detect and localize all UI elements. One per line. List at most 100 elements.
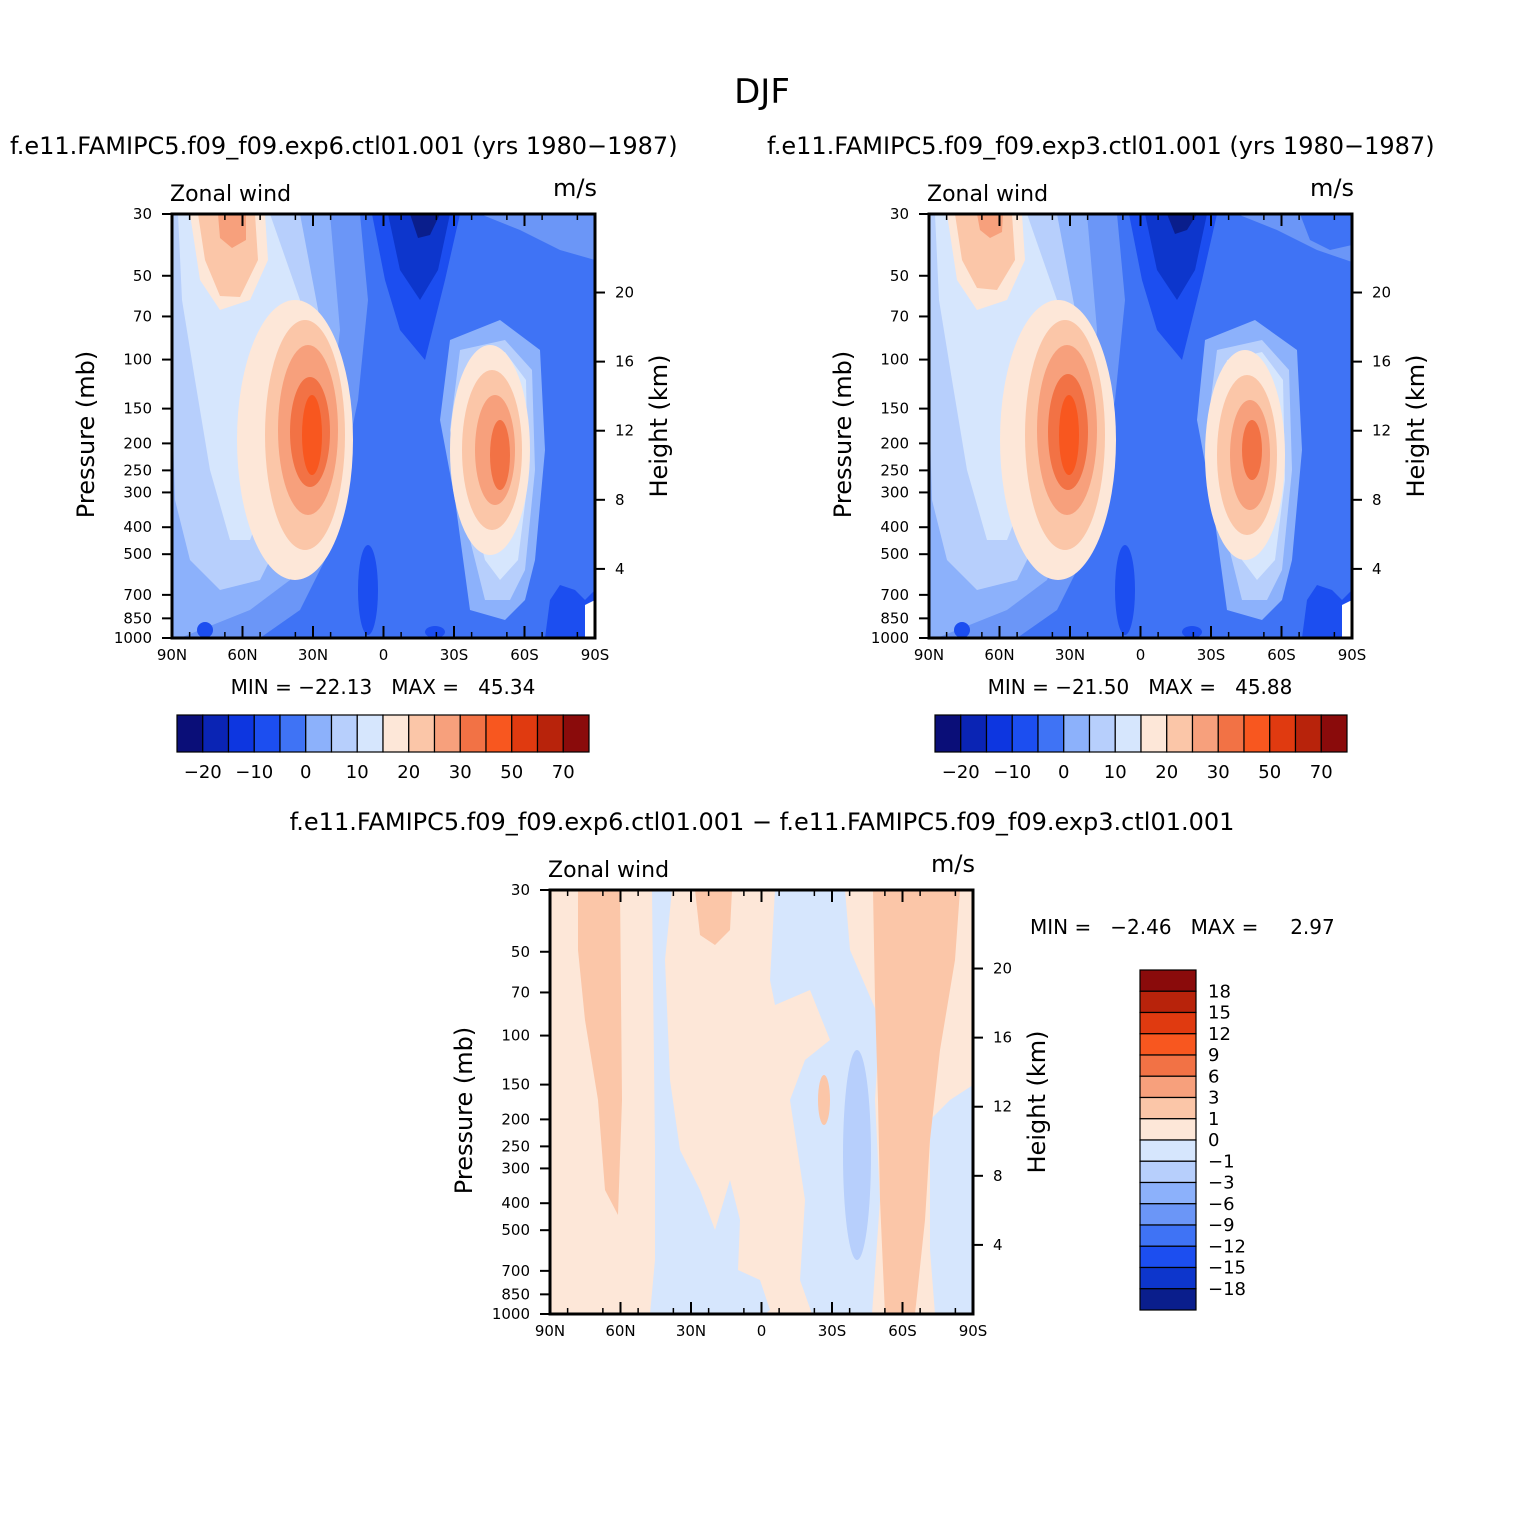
colorbar-box [1139,1224,1197,1247]
colorbar-box [485,714,513,753]
x-tick-label: 0 [379,646,389,664]
colorbar-box [1191,714,1219,753]
y-tick-label: 200 [123,434,152,452]
colorbar-box [382,714,410,753]
right-units-label: m/s [1310,174,1354,202]
y2-axis-label: Height (km) [645,355,673,498]
colorbar-box [1294,714,1322,753]
left-panel-colorbar: −20 −10 0 10 20 30 50 70 [176,714,590,783]
y-tick-label: 1000 [114,629,152,647]
colorbar-label: −12 [1208,1236,1246,1257]
y-tick-label: 30 [890,205,909,223]
y-tick-label: 500 [501,1221,530,1239]
y2-tick-label: 16 [993,1029,1012,1047]
y-tick-label: 1000 [871,629,909,647]
y-tick-label: 700 [501,1262,530,1280]
colorbar-label: 10 [346,762,369,783]
colorbar-box [408,714,436,753]
y2-tick-label: 20 [1372,284,1391,302]
x-tick-label: 60S [510,646,539,664]
colorbar-box [1139,1075,1197,1099]
colorbar-box [1139,1245,1197,1269]
x-tick-label: 30S [440,646,469,664]
x-tick-label: 60S [1267,646,1296,664]
y-tick-label: 400 [880,518,909,536]
colorbar-label: 1 [1208,1109,1219,1130]
colorbar-label: 0 [300,762,311,783]
left-panel-contour-field [172,214,595,638]
y-tick-label: 500 [880,545,909,563]
x-tick-label: 30S [818,1322,847,1340]
y-tick-label: 850 [123,609,152,627]
x-tick-label: 30N [1055,646,1085,664]
colorbar-box [511,714,539,753]
colorbar-label: 0 [1058,762,1069,783]
y-tick-label: 250 [880,461,909,479]
colorbar-box [227,714,255,753]
y2-tick-label: 16 [615,353,634,371]
x-tick-label: 90N [914,646,944,664]
y-axis-label: Pressure (mb) [829,351,857,518]
colorbar-label: −9 [1208,1215,1235,1236]
x-tick-label: 60N [984,646,1014,664]
colorbar-box [1139,1033,1197,1056]
x-tick-label: 0 [1136,646,1146,664]
colorbar-box [1139,990,1197,1014]
y2-axis-label: Height (km) [1023,1031,1051,1174]
y-tick-label: 400 [123,518,152,536]
x-tick-label: 60N [605,1322,635,1340]
colorbar-box [176,714,204,753]
y-axis-label: Pressure (mb) [72,351,100,518]
colorbar-box [1140,714,1168,753]
colorbar-label: 70 [1310,762,1333,783]
left-min-max: MIN = −22.13 MAX = 45.34 [231,675,536,699]
y-tick-label: 700 [880,586,909,604]
y-axis-label: Pressure (mb) [450,1027,478,1194]
diff-var-label: Zonal wind [548,858,669,883]
colorbar-box [1320,714,1348,753]
colorbar-label: −6 [1208,1194,1235,1215]
colorbar-label: 50 [1258,762,1281,783]
colorbar-box [1269,714,1297,753]
right-var-label: Zonal wind [927,182,1048,207]
right-panel-colorbar: −20 −10 0 10 20 30 50 70 [934,714,1348,783]
left-panel-axes: 90N 60N 30N 0 30S 60S 90S 30 50 70 100 150 200 250 300… [72,205,673,664]
y-tick-label: 50 [511,943,530,961]
colorbar-label: 6 [1208,1066,1219,1087]
right-panel-case-title: f.e11.FAMIPC5.f09_f09.exp3.ctl01.001 (yr… [767,132,1435,160]
y-tick-label: 200 [880,434,909,452]
y2-tick-label: 12 [615,422,634,440]
y-tick-label: 250 [123,461,152,479]
y-tick-label: 70 [890,307,909,325]
x-tick-label: 90N [157,646,187,664]
right-min-max: MIN = −21.50 MAX = 45.88 [988,675,1293,699]
colorbar-box [1139,969,1197,992]
colorbar-box [1139,1266,1197,1290]
y-tick-label: 150 [880,400,909,418]
colorbar-box [1011,714,1039,753]
y-tick-label: 100 [880,351,909,369]
y2-tick-label: 20 [993,960,1012,978]
colorbar-box [1166,714,1194,753]
colorbar-label: 9 [1208,1045,1219,1066]
x-tick-label: 90S [581,646,610,664]
y-tick-label: 850 [880,609,909,627]
left-units-label: m/s [553,174,597,202]
left-panel-case-title: f.e11.FAMIPC5.f09_f09.exp6.ctl01.001 (yr… [10,132,678,160]
colorbar-label: 12 [1208,1024,1231,1045]
x-tick-label: 60S [888,1322,917,1340]
colorbar-label: −3 [1208,1173,1235,1194]
colorbar-label: 20 [1155,762,1178,783]
diff-min-max: MIN = −2.46 MAX = 2.97 [1030,915,1335,939]
colorbar-box [960,714,988,753]
y2-tick-label: 8 [615,491,625,509]
figure-title: DJF [734,72,790,112]
left-var-label: Zonal wind [170,182,291,207]
y-tick-label: 300 [501,1159,530,1177]
colorbar-box [1139,1118,1197,1141]
y-tick-label: 850 [501,1285,530,1303]
colorbar-box [1139,1203,1197,1226]
colorbar-box [985,714,1013,753]
